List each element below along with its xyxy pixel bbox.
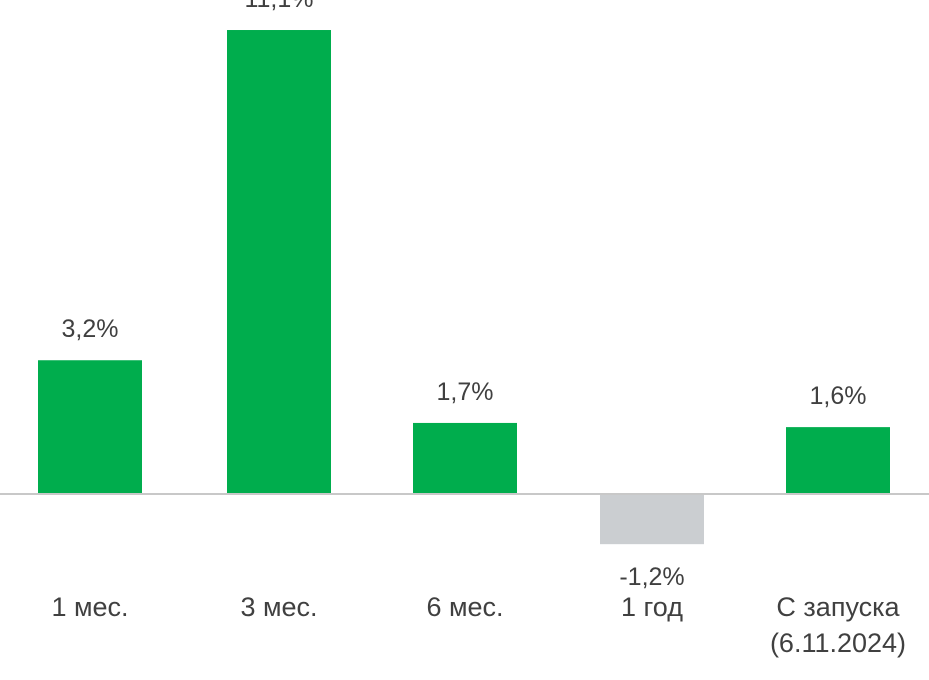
value-labels-group: 3,2% 11,1% 1,7% -1,2% 1,6% [62,0,867,591]
category-label-3: 6 мес. [426,592,503,622]
value-label-4: -1,2% [619,563,684,591]
category-label-4: 1 год [621,592,683,622]
bars-group [38,30,890,545]
bar-1 [38,360,142,494]
category-label-5-line-2: (6.11.2024) [770,628,906,658]
bar-4 [600,494,704,545]
category-label-1: 1 мес. [51,592,128,622]
category-labels-group: 1 мес. 3 мес. 6 мес. 1 год С запуска (6.11.20… [51,592,906,658]
value-label-1: 3,2% [62,315,119,343]
category-label-5: С запуска [776,592,900,622]
category-label-2: 3 мес. [240,592,317,622]
value-label-5: 1,6% [810,382,867,410]
bar-5 [786,427,890,494]
value-label-2: 11,1% [244,0,313,13]
value-label-3: 1,7% [437,378,494,406]
bar-3 [413,422,517,494]
bar-2 [227,30,331,495]
